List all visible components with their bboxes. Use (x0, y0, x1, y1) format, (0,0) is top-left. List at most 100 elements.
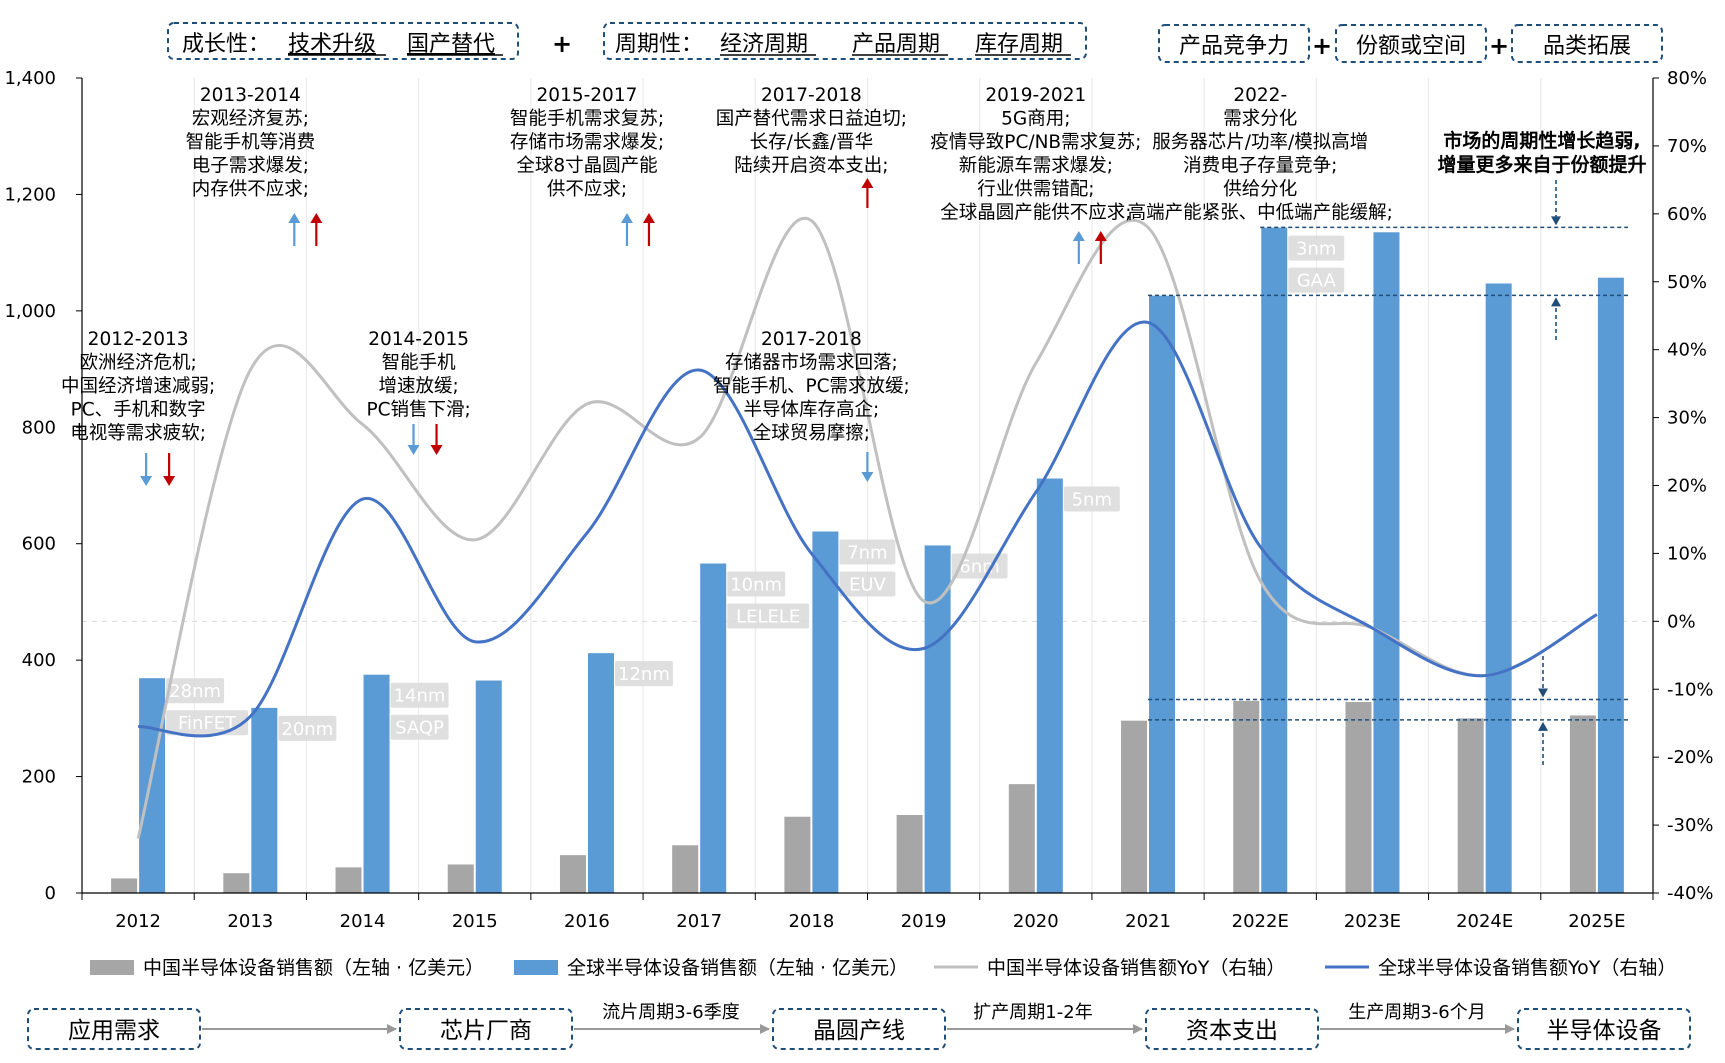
lines-layer (136, 216, 1598, 840)
arrow-head (140, 476, 153, 486)
annotation-top-text: 5G商用; (1001, 109, 1070, 130)
node-label-box (390, 682, 449, 708)
left-tick-label: 1,400 (4, 68, 56, 89)
annotation-top-text: 电子需求爆发; (192, 156, 309, 177)
bar-global-2021 (1149, 295, 1176, 893)
bar-global-2020 (1036, 478, 1063, 893)
arrow-head (642, 213, 655, 223)
right-tick-label: 70% (1667, 136, 1707, 157)
left-tick-label: 1,000 (4, 301, 56, 322)
node-label-text: 12nm (618, 664, 670, 685)
annotation-top-text: 智能手机需求复苏; (510, 109, 664, 130)
annotation-top-text: 供给分化 (1223, 179, 1297, 200)
x-tick-label: 2014 (340, 911, 386, 932)
flow-arrow-4-label: 生产周期3-6个月 (1348, 1002, 1485, 1023)
header-cycle-item-2: 产品周期 (852, 32, 940, 57)
left-tick-label: 200 (22, 767, 56, 788)
right-tick-label: -40% (1667, 883, 1714, 904)
bars-layer (111, 227, 1624, 894)
legend-label-china-bar: 中国半导体设备销售额（左轴 · 亿美元） (143, 957, 484, 979)
dashed-arrow-head (1538, 721, 1548, 731)
annotation-top-text: 新能源车需求爆发; (959, 156, 1113, 177)
header-right-boxes: 产品竞争力 + 份额或空间 + 品类拓展 (1158, 24, 1663, 63)
node-label-box (166, 678, 225, 704)
node-label-text: 5nm (1072, 490, 1112, 511)
right-note-text: 增量更多来自于份额提升 (1437, 153, 1646, 176)
x-tick-label: 2018 (788, 911, 834, 932)
annotation-mid-text: 增速放缓; (379, 376, 459, 397)
right-tick-label: 0% (1667, 611, 1696, 632)
flow-box-4-label: 资本支出 (1186, 1018, 1278, 1044)
annotation-mid-text: 2017-2018 (761, 329, 862, 350)
node-label-text: 3nm (1296, 239, 1336, 260)
header-right-box-2-label: 份额或空间 (1356, 34, 1466, 59)
left-tick-label: 400 (22, 650, 56, 671)
annotation-mid-text: 电视等需求疲软; (70, 423, 206, 444)
annotation-mid-text: 2012-2013 (88, 329, 189, 350)
bar-china-2014 (335, 867, 362, 893)
header-cycle: 周期性： 经济周期 产品周期 库存周期 (603, 22, 1087, 60)
annotation-mid-text: 智能手机 (382, 353, 457, 374)
dashed-arrow-head (1538, 688, 1548, 698)
bar-global-2019 (924, 545, 951, 893)
arrow-head (861, 472, 874, 482)
right-tick-label: 10% (1667, 543, 1707, 564)
annotation-top-text: 2013-2014 (200, 85, 301, 106)
line-global-yoy (137, 320, 1598, 738)
bar-global-2017 (700, 563, 727, 893)
bar-global-2012 (139, 678, 166, 893)
annotation-top-text: 存储市场需求爆发; (510, 132, 664, 153)
annotation-top-text: 长存/长鑫/晋华 (750, 132, 873, 153)
bar-global-2024E (1485, 283, 1512, 893)
node-label-text: 7nm (847, 542, 887, 563)
left-tick-label: 800 (22, 417, 56, 438)
flow-diagram: 应用需求 芯片厂商 晶圆产线 资本支出 半导体设备 流片周期3-6季度 扩产周期… (27, 1002, 1691, 1050)
bar-china-2021 (1121, 720, 1148, 893)
line-china-yoy (136, 216, 1598, 840)
bar-global-2023E (1373, 232, 1400, 894)
annotation-top-text: 2015-2017 (537, 85, 638, 106)
bar-china-2024E (1457, 718, 1484, 893)
annotation-mid-text: 中国经济增速减弱; (61, 376, 215, 397)
node-label-text: 20nm (281, 719, 333, 740)
node-label-box (278, 715, 337, 741)
flow-arrow-2-label: 流片周期3-6季度 (602, 1002, 739, 1023)
left-tick-label: 0 (45, 883, 56, 904)
annotation-top-text: 需求分化 (1223, 109, 1297, 130)
node-label-box (951, 553, 1008, 579)
bar-global-2022E (1261, 227, 1288, 893)
flow-box-4 (1145, 1008, 1319, 1050)
node-label-box (727, 571, 786, 597)
x-tick-label: 2017 (676, 911, 722, 932)
annotation-top-text: 国产替代需求日益迫切; (716, 109, 907, 130)
annotation-mid-text: PC、手机和数字 (71, 400, 206, 421)
node-label-box (1288, 235, 1345, 261)
header-plus: + (552, 30, 572, 58)
x-tick-label: 2024E (1456, 911, 1513, 932)
bar-china-2012 (111, 878, 138, 893)
flow-arrow-3-label: 扩产周期1-2年 (973, 1002, 1092, 1023)
x-tick-label: 2023E (1344, 911, 1401, 932)
node-label-box (614, 661, 673, 687)
right-tick-label: 50% (1667, 272, 1707, 293)
annotation-top-text: 行业供需错配; (977, 179, 1094, 200)
node-label-box (727, 603, 810, 629)
right-note-text: 市场的周期性增长趋弱, (1443, 129, 1640, 152)
annotation-mid-text: 智能手机、PC需求放缓; (713, 376, 910, 397)
flow-box-1 (27, 1008, 201, 1050)
node-label-box (839, 539, 896, 565)
legend-swatch-china-bar (90, 960, 134, 975)
legend-label-global-line: 全球半导体设备销售额YoY（右轴） (1378, 957, 1676, 979)
node-label-text: 28nm (169, 681, 221, 702)
node-label-text: 14nm (394, 686, 446, 707)
header-growth-item-2: 国产替代 (407, 32, 495, 57)
annotation-top-text: 2022- (1233, 85, 1287, 106)
legend-swatch-global-bar (514, 960, 558, 975)
node-label-text: 6nm (959, 556, 999, 577)
right-tick-label: -20% (1667, 747, 1714, 768)
annotation-top-text: 全球8寸晶圆产能 (516, 156, 657, 177)
dashed-arrow-head (1551, 216, 1561, 226)
x-tick-label: 2016 (564, 911, 610, 932)
annotation-mid-text: 2014-2015 (368, 329, 469, 350)
x-tick-label: 2013 (227, 911, 273, 932)
